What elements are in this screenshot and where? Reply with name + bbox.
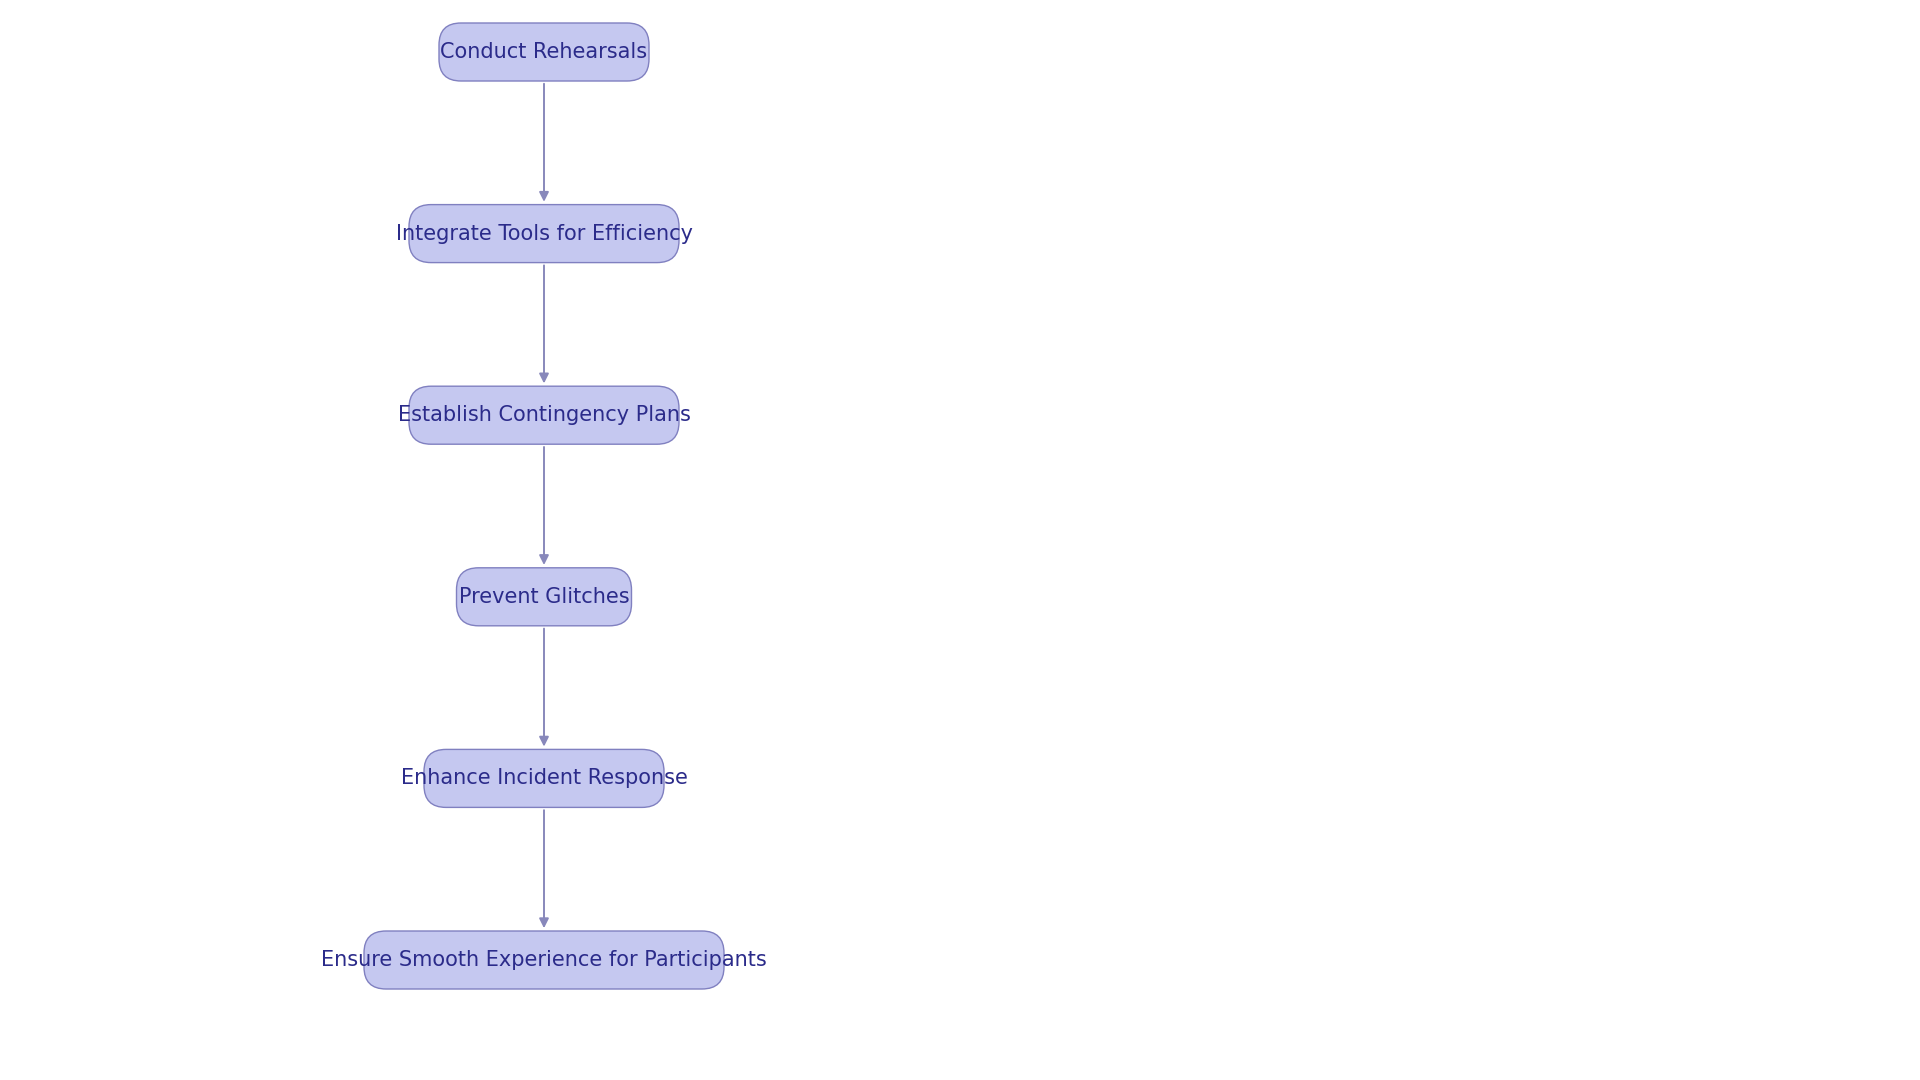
FancyBboxPatch shape: [424, 750, 664, 808]
Text: Conduct Rehearsals: Conduct Rehearsals: [440, 42, 647, 62]
Text: Prevent Glitches: Prevent Glitches: [459, 586, 630, 607]
Text: Enhance Incident Response: Enhance Incident Response: [401, 768, 687, 788]
FancyBboxPatch shape: [440, 23, 649, 81]
FancyBboxPatch shape: [409, 204, 680, 262]
FancyBboxPatch shape: [365, 931, 724, 989]
Text: Integrate Tools for Efficiency: Integrate Tools for Efficiency: [396, 224, 693, 244]
FancyBboxPatch shape: [409, 387, 680, 444]
Text: Ensure Smooth Experience for Participants: Ensure Smooth Experience for Participant…: [321, 950, 766, 970]
Text: Establish Contingency Plans: Establish Contingency Plans: [397, 405, 691, 426]
FancyBboxPatch shape: [457, 568, 632, 625]
